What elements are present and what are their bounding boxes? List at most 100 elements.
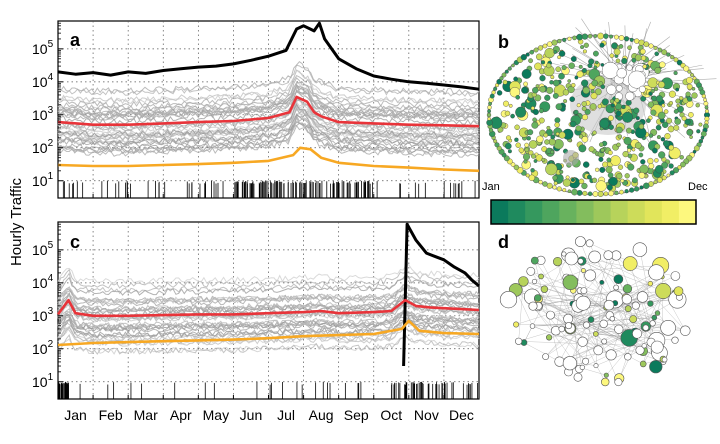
network-node bbox=[591, 79, 599, 87]
network-node bbox=[531, 153, 537, 159]
network-node bbox=[648, 43, 654, 49]
network-node bbox=[572, 35, 577, 41]
network-node bbox=[597, 190, 604, 197]
network-edge bbox=[523, 342, 560, 362]
network-node bbox=[515, 142, 521, 148]
network-node bbox=[614, 98, 620, 103]
network-node bbox=[558, 325, 565, 333]
network-node bbox=[650, 88, 655, 94]
network-node bbox=[640, 159, 646, 165]
network-node bbox=[679, 155, 684, 160]
network-node bbox=[628, 70, 646, 89]
network-node bbox=[577, 336, 588, 347]
network-node bbox=[670, 271, 681, 281]
network-node bbox=[615, 85, 623, 92]
network-node bbox=[606, 84, 617, 95]
network-node bbox=[655, 282, 672, 299]
network-node bbox=[523, 153, 531, 161]
network-node bbox=[552, 175, 558, 181]
network-node bbox=[567, 189, 572, 193]
network-node bbox=[684, 118, 691, 125]
network-node bbox=[654, 158, 659, 163]
network-node bbox=[546, 125, 551, 130]
series-line-red bbox=[57, 95, 480, 128]
network-node bbox=[592, 331, 599, 337]
network-node bbox=[599, 279, 605, 285]
colorbar-end-label: Dec bbox=[688, 181, 708, 193]
background-trace bbox=[57, 61, 480, 95]
network-node bbox=[524, 147, 530, 153]
network-node bbox=[552, 79, 560, 87]
background-trace bbox=[57, 113, 480, 147]
background-trace bbox=[57, 264, 480, 285]
network-node bbox=[654, 310, 661, 316]
network-node bbox=[619, 189, 624, 195]
network-node bbox=[593, 65, 598, 70]
network-node bbox=[608, 176, 618, 186]
network-node bbox=[587, 191, 593, 197]
network-node bbox=[487, 117, 491, 121]
series-line-black bbox=[402, 222, 480, 367]
network-edge bbox=[594, 256, 651, 284]
network-node bbox=[546, 310, 555, 320]
network-node bbox=[491, 90, 496, 95]
network-node bbox=[599, 166, 606, 173]
network-node bbox=[631, 301, 640, 310]
network-node bbox=[686, 83, 693, 90]
network-node bbox=[578, 144, 587, 153]
network-node bbox=[594, 167, 600, 172]
network-node bbox=[570, 56, 577, 62]
network-node bbox=[686, 129, 693, 136]
network-node bbox=[518, 147, 524, 153]
network-node bbox=[496, 145, 502, 151]
month-label: Mar bbox=[134, 407, 158, 423]
y-tick-label: 103 bbox=[32, 105, 54, 123]
network-node bbox=[624, 305, 632, 313]
network-node bbox=[692, 149, 697, 154]
network-node bbox=[615, 58, 621, 64]
network-node bbox=[636, 291, 649, 303]
network-node bbox=[663, 140, 670, 147]
network-node bbox=[661, 103, 666, 108]
network-node bbox=[570, 120, 577, 128]
network-node bbox=[638, 85, 646, 93]
network-node bbox=[552, 93, 559, 99]
network-node bbox=[578, 64, 583, 69]
network-node bbox=[632, 177, 638, 184]
network-node bbox=[582, 49, 587, 54]
network-node bbox=[581, 106, 587, 112]
network-node bbox=[668, 100, 673, 106]
network-node bbox=[585, 239, 594, 248]
network-node bbox=[627, 45, 632, 51]
network-node bbox=[620, 178, 625, 183]
network-node bbox=[613, 48, 621, 56]
network-node bbox=[603, 191, 609, 197]
network-node bbox=[668, 90, 676, 98]
network-node bbox=[562, 37, 567, 42]
network-node bbox=[584, 108, 591, 115]
network-node bbox=[635, 116, 640, 121]
network-node bbox=[528, 301, 538, 311]
network-node bbox=[657, 47, 663, 53]
network-node bbox=[685, 91, 691, 97]
network-node bbox=[661, 175, 667, 181]
network-node bbox=[487, 109, 491, 114]
background-trace bbox=[57, 85, 480, 118]
network-node bbox=[540, 60, 546, 65]
network-node bbox=[610, 103, 615, 108]
background-trace bbox=[57, 107, 480, 142]
network-edge bbox=[581, 260, 619, 280]
network-node bbox=[648, 264, 665, 281]
network-node bbox=[647, 101, 654, 108]
network-node bbox=[529, 49, 535, 55]
network-node bbox=[528, 58, 533, 64]
panel-label-c: c bbox=[70, 232, 80, 252]
network-node bbox=[621, 294, 633, 305]
network-node bbox=[496, 90, 503, 96]
network-edge bbox=[563, 253, 657, 273]
network-node bbox=[675, 98, 681, 104]
network-node bbox=[629, 37, 634, 42]
network-node bbox=[614, 324, 624, 334]
network-node bbox=[532, 108, 539, 115]
background-trace bbox=[57, 303, 480, 323]
